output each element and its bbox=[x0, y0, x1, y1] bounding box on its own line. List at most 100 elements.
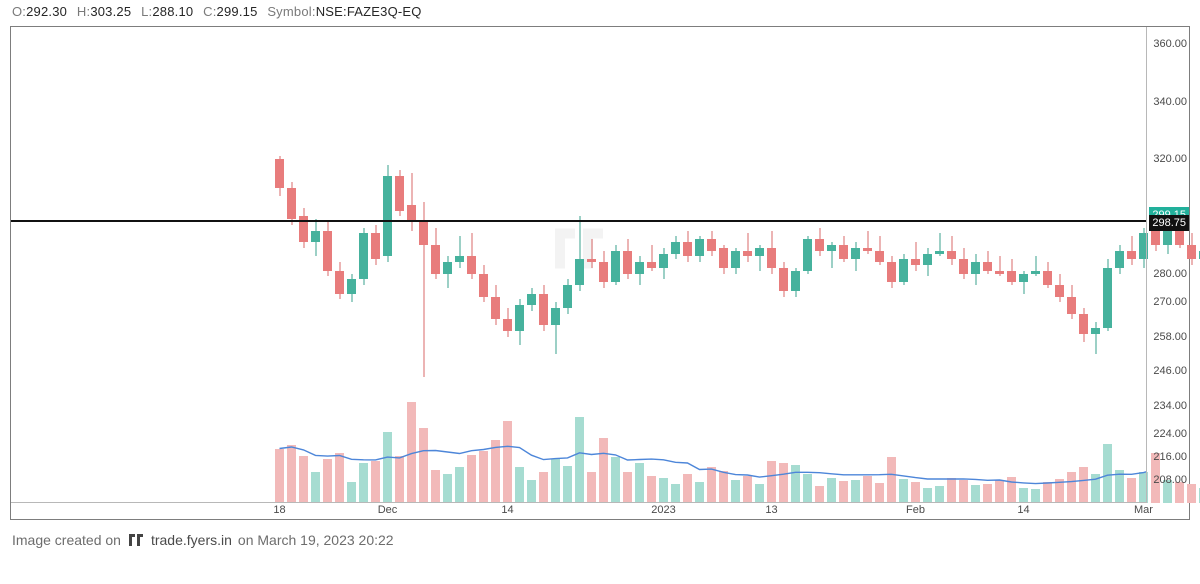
volume-bar[interactable] bbox=[635, 463, 644, 503]
candle[interactable] bbox=[947, 236, 956, 265]
candle[interactable] bbox=[959, 248, 968, 280]
volume-bar[interactable] bbox=[407, 402, 416, 503]
candle[interactable] bbox=[323, 222, 332, 276]
candle[interactable] bbox=[1043, 262, 1052, 288]
volume-bar[interactable] bbox=[599, 438, 608, 503]
volume-bar[interactable] bbox=[647, 476, 656, 503]
candle[interactable] bbox=[659, 248, 668, 280]
candle[interactable] bbox=[383, 165, 392, 262]
candle[interactable] bbox=[1067, 285, 1076, 319]
volume-bar[interactable] bbox=[1043, 482, 1052, 503]
volume-bar[interactable] bbox=[551, 459, 560, 503]
candle[interactable] bbox=[683, 231, 692, 263]
volume-bar[interactable] bbox=[1115, 470, 1124, 504]
candle[interactable] bbox=[1007, 259, 1016, 285]
candle[interactable] bbox=[443, 256, 452, 288]
volume-bar[interactable] bbox=[779, 463, 788, 503]
volume-bar[interactable] bbox=[383, 432, 392, 503]
volume-bar[interactable] bbox=[671, 484, 680, 503]
candle[interactable] bbox=[827, 242, 836, 268]
volume-bar[interactable] bbox=[731, 480, 740, 503]
volume-bar[interactable] bbox=[1079, 467, 1088, 503]
volume-bar[interactable] bbox=[455, 467, 464, 503]
volume-bar[interactable] bbox=[767, 461, 776, 503]
candle[interactable] bbox=[719, 245, 728, 274]
candle[interactable] bbox=[671, 236, 680, 259]
volume-bar[interactable] bbox=[539, 472, 548, 503]
candle[interactable] bbox=[311, 219, 320, 256]
volume-bar[interactable] bbox=[395, 456, 404, 503]
volume-bar[interactable] bbox=[827, 478, 836, 503]
chart-frame[interactable]: 360.00340.00320.00298.75280.00270.00258.… bbox=[10, 26, 1190, 520]
volume-bar[interactable] bbox=[803, 474, 812, 503]
candle[interactable] bbox=[887, 256, 896, 288]
candle[interactable] bbox=[575, 216, 584, 291]
volume-bar[interactable] bbox=[575, 417, 584, 503]
volume-bar[interactable] bbox=[755, 484, 764, 503]
volume-bar[interactable] bbox=[971, 485, 980, 503]
candle[interactable] bbox=[347, 274, 356, 303]
volume-bar[interactable] bbox=[683, 474, 692, 503]
volume-bar[interactable] bbox=[911, 482, 920, 503]
volume-bar[interactable] bbox=[371, 461, 380, 503]
volume-bar[interactable] bbox=[1007, 477, 1016, 503]
candle[interactable] bbox=[551, 302, 560, 354]
volume-bar[interactable] bbox=[419, 428, 428, 503]
candle[interactable] bbox=[995, 256, 1004, 276]
volume-bar[interactable] bbox=[347, 482, 356, 503]
candle[interactable] bbox=[299, 208, 308, 248]
volume-bar[interactable] bbox=[659, 478, 668, 503]
candle[interactable] bbox=[635, 256, 644, 285]
volume-bar[interactable] bbox=[863, 476, 872, 503]
candle[interactable] bbox=[431, 228, 440, 280]
candle[interactable] bbox=[863, 231, 872, 254]
volume-bar[interactable] bbox=[1067, 472, 1076, 503]
candle[interactable] bbox=[743, 233, 752, 262]
candle[interactable] bbox=[839, 236, 848, 262]
volume-bar[interactable] bbox=[587, 472, 596, 503]
candle[interactable] bbox=[455, 236, 464, 268]
candle[interactable] bbox=[623, 239, 632, 279]
volume-bar[interactable] bbox=[431, 470, 440, 504]
candle[interactable] bbox=[1055, 274, 1064, 303]
candle[interactable] bbox=[983, 251, 992, 274]
candle[interactable] bbox=[767, 231, 776, 274]
candle[interactable] bbox=[779, 262, 788, 296]
candle[interactable] bbox=[467, 233, 476, 279]
volume-bar[interactable] bbox=[527, 480, 536, 503]
volume-bar[interactable] bbox=[815, 486, 824, 503]
candle[interactable] bbox=[419, 202, 428, 377]
candle[interactable] bbox=[791, 268, 800, 297]
candle[interactable] bbox=[599, 251, 608, 288]
candle[interactable] bbox=[899, 254, 908, 286]
volume-bar[interactable] bbox=[791, 465, 800, 503]
candle[interactable] bbox=[1103, 259, 1112, 331]
candle[interactable] bbox=[1127, 236, 1136, 265]
volume-bar[interactable] bbox=[995, 480, 1004, 503]
candle[interactable] bbox=[563, 279, 572, 313]
volume-bar[interactable] bbox=[1091, 474, 1100, 503]
volume-bar[interactable] bbox=[467, 455, 476, 503]
candle[interactable] bbox=[935, 233, 944, 256]
candle[interactable] bbox=[923, 248, 932, 277]
candle[interactable] bbox=[539, 285, 548, 331]
volume-bar[interactable] bbox=[1055, 479, 1064, 503]
horizontal-line[interactable] bbox=[11, 220, 1147, 222]
volume-bar[interactable] bbox=[959, 480, 968, 503]
volume-bar[interactable] bbox=[479, 451, 488, 503]
volume-bar[interactable] bbox=[323, 459, 332, 503]
candle[interactable] bbox=[911, 242, 920, 271]
candle[interactable] bbox=[335, 262, 344, 299]
candle[interactable] bbox=[287, 182, 296, 225]
candle[interactable] bbox=[515, 299, 524, 345]
candle[interactable] bbox=[755, 245, 764, 271]
candle[interactable] bbox=[815, 228, 824, 257]
volume-bar[interactable] bbox=[707, 467, 716, 503]
volume-bar[interactable] bbox=[899, 479, 908, 503]
candle[interactable] bbox=[479, 265, 488, 302]
volume-bar[interactable] bbox=[1103, 444, 1112, 503]
volume-bar[interactable] bbox=[923, 488, 932, 503]
volume-bar[interactable] bbox=[335, 453, 344, 503]
volume-bar[interactable] bbox=[1127, 478, 1136, 503]
candle[interactable] bbox=[395, 170, 404, 216]
